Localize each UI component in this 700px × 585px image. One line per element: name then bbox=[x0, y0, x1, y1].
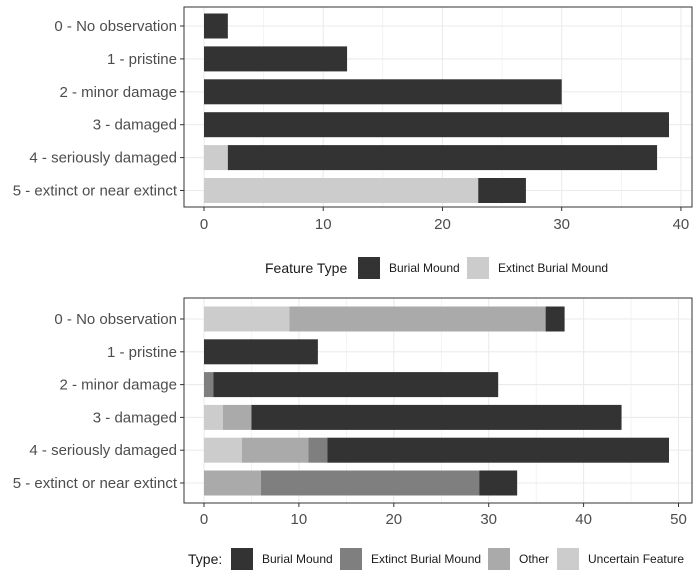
y-tick-label: 0 - No observation bbox=[54, 311, 177, 328]
bar-extinct-burial-mound bbox=[260, 470, 480, 496]
bar-other bbox=[289, 306, 546, 332]
legend-title: Feature Type bbox=[265, 260, 347, 276]
legend-key bbox=[340, 548, 362, 570]
x-tick-label: 50 bbox=[670, 511, 687, 528]
y-tick-label: 1 - pristine bbox=[107, 51, 177, 68]
bar-extinct-burial-mound bbox=[204, 372, 214, 398]
bar-extinct-burial-mound bbox=[204, 178, 479, 203]
bar-burial-mound bbox=[204, 13, 228, 39]
bar-burial-mound bbox=[251, 404, 622, 430]
legend-key bbox=[557, 548, 579, 570]
y-tick-label: 4 - seriously damaged bbox=[29, 150, 177, 167]
x-tick-label: 0 bbox=[200, 511, 208, 528]
bar-uncertain-feature bbox=[204, 306, 290, 332]
y-tick-label: 5 - extinct or near extinct bbox=[13, 475, 178, 492]
y-tick-label: 2 - minor damage bbox=[59, 84, 177, 101]
bar-extinct-burial-mound bbox=[204, 145, 228, 171]
legend-key bbox=[467, 257, 489, 279]
y-tick-label: 0 - No observation bbox=[54, 18, 177, 35]
bar-uncertain-feature bbox=[204, 437, 242, 463]
bar-burial-mound bbox=[213, 372, 499, 398]
legend-key bbox=[358, 257, 380, 279]
plot-background bbox=[184, 298, 692, 503]
y-tick-label: 5 - extinct or near extinct bbox=[13, 183, 178, 200]
legend-key bbox=[231, 548, 253, 570]
y-tick-label: 2 - minor damage bbox=[59, 377, 177, 394]
y-tick-label: 3 - damaged bbox=[93, 409, 177, 426]
bar-burial-mound bbox=[479, 470, 518, 496]
x-tick-label: 40 bbox=[575, 511, 592, 528]
legend-label: Extinct Burial Mound bbox=[371, 552, 481, 566]
y-tick-label: 3 - damaged bbox=[93, 117, 177, 134]
bar-uncertain-feature bbox=[204, 404, 223, 430]
bar-burial-mound bbox=[227, 145, 658, 171]
bar-other bbox=[241, 437, 309, 463]
plot-border bbox=[183, 6, 693, 208]
x-tick-label: 30 bbox=[553, 216, 570, 233]
legend-label: Burial Mound bbox=[262, 552, 333, 566]
bar-burial-mound bbox=[478, 178, 526, 203]
legend-label: Burial Mound bbox=[389, 261, 460, 275]
bar-burial-mound bbox=[204, 46, 348, 72]
x-tick-label: 0 bbox=[200, 216, 208, 233]
legend-label: Other bbox=[519, 552, 549, 566]
chart-panel: 0 - No observation 1 - pristine 2 - minor … bbox=[13, 297, 693, 528]
x-tick-label: 20 bbox=[385, 511, 402, 528]
plot-border bbox=[183, 297, 693, 504]
y-tick-label: 1 - pristine bbox=[107, 344, 177, 361]
legend: Feature Type Burial Mound Extinct Burial M… bbox=[265, 257, 608, 279]
bar-burial-mound bbox=[204, 112, 669, 138]
bar-extinct-burial-mound bbox=[308, 437, 328, 463]
bar-other bbox=[204, 470, 261, 496]
legend-label: Uncertain Feature bbox=[588, 552, 684, 566]
x-tick-label: 30 bbox=[480, 511, 497, 528]
legend-title: Type: bbox=[188, 551, 222, 567]
plot-background bbox=[184, 7, 692, 207]
bar-burial-mound bbox=[545, 306, 565, 332]
bar-other bbox=[222, 404, 252, 430]
bar-burial-mound bbox=[327, 437, 669, 463]
x-tick-label: 10 bbox=[291, 511, 308, 528]
legend-key bbox=[488, 548, 510, 570]
legend-label: Extinct Burial Mound bbox=[498, 261, 608, 275]
legend: Type: Burial Mound Extinct Burial Mound Oth… bbox=[188, 548, 684, 570]
bar-burial-mound bbox=[204, 79, 562, 105]
x-tick-label: 40 bbox=[673, 216, 690, 233]
bar-burial-mound bbox=[204, 339, 318, 365]
x-tick-label: 20 bbox=[434, 216, 451, 233]
x-tick-label: 10 bbox=[315, 216, 332, 233]
chart-panel: 0 - No observation 1 - pristine 2 - minor … bbox=[13, 6, 693, 233]
y-tick-label: 4 - seriously damaged bbox=[29, 442, 177, 459]
